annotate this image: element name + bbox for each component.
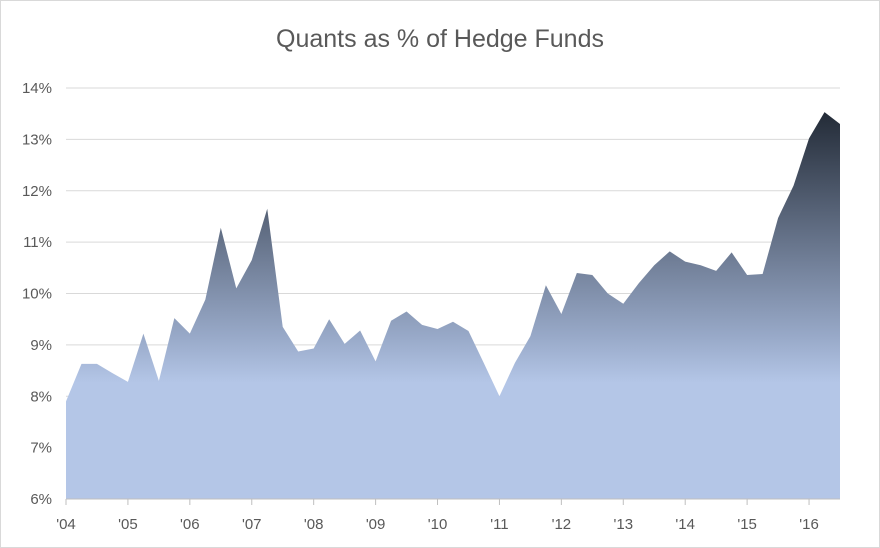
x-tick-label: '04 xyxy=(56,516,76,533)
x-tick-label: '15 xyxy=(737,516,757,533)
x-tick-label: '16 xyxy=(799,516,819,533)
y-tick-label: 13% xyxy=(22,131,52,148)
y-tick-label: 11% xyxy=(23,234,52,251)
x-tick-label: '06 xyxy=(180,516,200,533)
x-tick-label: '07 xyxy=(242,516,262,533)
x-tick-label: '05 xyxy=(118,516,138,533)
x-tick-label: '08 xyxy=(304,516,324,533)
series-area xyxy=(66,112,840,500)
y-axis-tick-labels: 6% 7% 8% 9% 10% 11% 12% 13% 14% xyxy=(22,80,52,508)
x-tick-label: '09 xyxy=(366,516,386,533)
y-tick-label: 14% xyxy=(22,80,52,97)
y-tick-label: 8% xyxy=(30,388,52,405)
area-layer xyxy=(66,112,840,500)
x-tick-label: '14 xyxy=(675,516,695,533)
x-tick-label: '12 xyxy=(552,516,572,533)
y-tick-label: 12% xyxy=(22,183,52,200)
y-tick-label: 7% xyxy=(30,440,52,457)
y-tick-label: 9% xyxy=(30,337,52,354)
x-tick-label: '11 xyxy=(490,516,508,533)
x-axis-tick-labels: '04 '05 '06 '07 '08 '09 '10 '11 '12 '13 '14 '15 '16 xyxy=(56,516,819,533)
x-tick-label: '13 xyxy=(613,516,633,533)
x-tick-label: '10 xyxy=(428,516,448,533)
chart-title: Quants as % of Hedge Funds xyxy=(276,25,604,53)
y-tick-label: 10% xyxy=(22,286,52,303)
y-tick-label: 6% xyxy=(30,491,52,508)
axes xyxy=(65,498,840,505)
